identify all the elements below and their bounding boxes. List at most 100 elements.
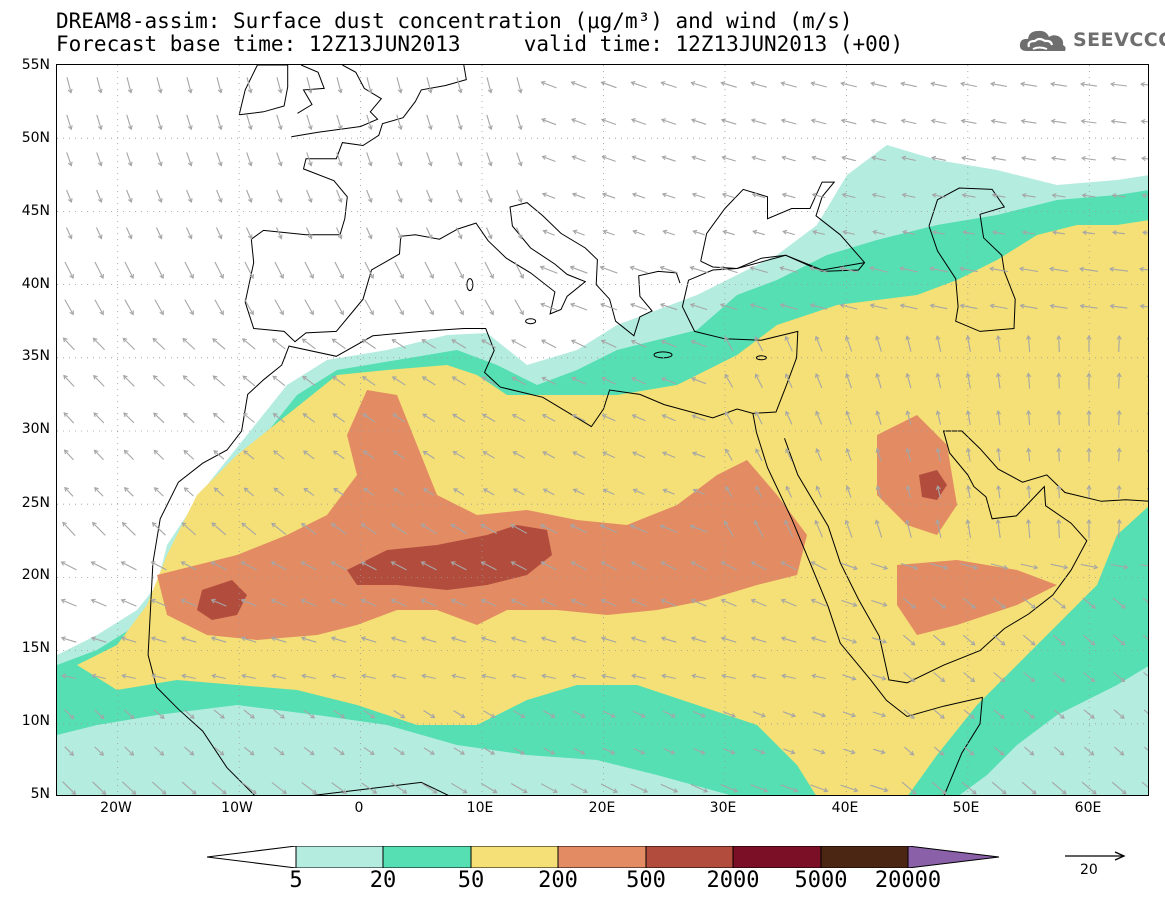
wind-arrow [360,523,377,535]
wind-arrow [930,81,947,88]
wind-arrow [540,80,557,89]
wind-arrow [186,152,193,167]
wind-arrow [276,189,283,203]
wind-arrow [390,523,407,535]
wind-arrow [181,781,197,795]
wind-arrow [213,709,225,719]
wind-arrow [423,710,436,719]
wind-arrow [903,709,915,719]
wind-arrow [64,486,74,497]
wind-arrow [93,412,105,424]
wind-arrow [599,265,618,274]
wind-arrow [785,448,793,462]
wind-arrow [810,636,827,643]
wind-arrow [303,709,316,719]
wind-arrow [844,335,853,352]
wind-arrow [844,519,853,538]
wind-arrow [722,710,736,718]
wind-arrow [1110,563,1129,570]
wind-arrow [215,227,223,240]
colorbar-min-triangle [207,846,297,868]
wind-arrow [602,488,615,495]
wind-arrow [1142,634,1148,640]
wind-arrow [270,636,287,643]
wind-arrow [210,598,227,607]
wind-arrow [1024,746,1035,756]
wind-arrow [1022,634,1036,646]
wind-arrow [811,155,826,162]
coastline [784,430,1148,684]
wind-arrow [841,192,856,199]
wind-arrow [815,448,823,462]
wind-arrow [870,81,887,88]
wind-arrow [870,784,889,793]
wind-arrow [330,523,347,535]
wind-arrow [572,229,585,236]
wind-arrow [1140,81,1148,87]
wind-arrow [540,636,557,643]
wind-arrow [570,783,588,793]
wind-arrow [272,375,286,387]
wind-arrow [456,77,463,94]
wind-arrow [423,747,435,755]
wind-arrow [870,562,889,571]
wind-arrow [420,523,437,535]
wind-arrow [452,488,465,496]
wind-arrow [512,488,525,496]
wind-arrow [1141,781,1148,788]
wind-arrow [571,155,586,163]
wind-arrow [840,81,857,88]
wind-arrow [244,299,254,316]
lon-label-20w: 20W [100,800,132,816]
wind-arrow [1116,409,1122,426]
wind-arrow [600,598,617,607]
wind-arrow [995,410,1002,425]
wind-arrow [480,561,497,571]
wind-arrow [724,336,734,352]
wind-arrow [901,155,916,162]
wind-arrow [515,227,523,240]
wind-arrow [180,598,197,607]
lon-label-0: 0 [354,800,364,816]
wind-arrow [600,339,617,348]
wind-arrow [965,447,971,462]
wind-arrow [154,299,164,316]
wind-arrow [182,375,195,387]
wind-arrow [935,519,942,538]
wind-arrow [990,563,1009,570]
wind-arrow [270,561,287,571]
wind-arrow [426,77,433,94]
wind-arrow [1082,634,1096,646]
wind-arrow [96,77,103,94]
wind-arrow [1023,709,1035,719]
wind-arrow [426,189,433,203]
wind-arrow [1026,518,1032,539]
wind-arrow [810,598,827,607]
wind-arrow [241,522,257,536]
wind-arrow [90,598,107,607]
wind-arrow [570,80,587,89]
wind-arrow [1139,303,1148,309]
wind-arrow [1086,334,1092,352]
wind-arrow [689,524,708,533]
wind-arrow [425,227,433,240]
wind-arrow [1079,303,1098,309]
wind-arrow [186,189,193,203]
wind-arrow [94,486,104,497]
wind-arrow [156,189,163,203]
wind-arrow [871,155,886,162]
wind-arrow [720,598,737,607]
wind-arrow [571,376,586,385]
wind-arrow [365,227,373,240]
wind-arrow [781,155,796,162]
wind-arrow [184,299,194,316]
wind-arrow [659,265,678,274]
wind-arrow [661,192,676,199]
wind-arrow [993,672,1006,683]
colorbar [207,846,1000,868]
wind-arrow [961,192,976,198]
wind-arrow [514,299,524,316]
wind-arrow [511,413,526,422]
wind-arrow [156,77,163,94]
wind-arrow [1113,672,1126,683]
